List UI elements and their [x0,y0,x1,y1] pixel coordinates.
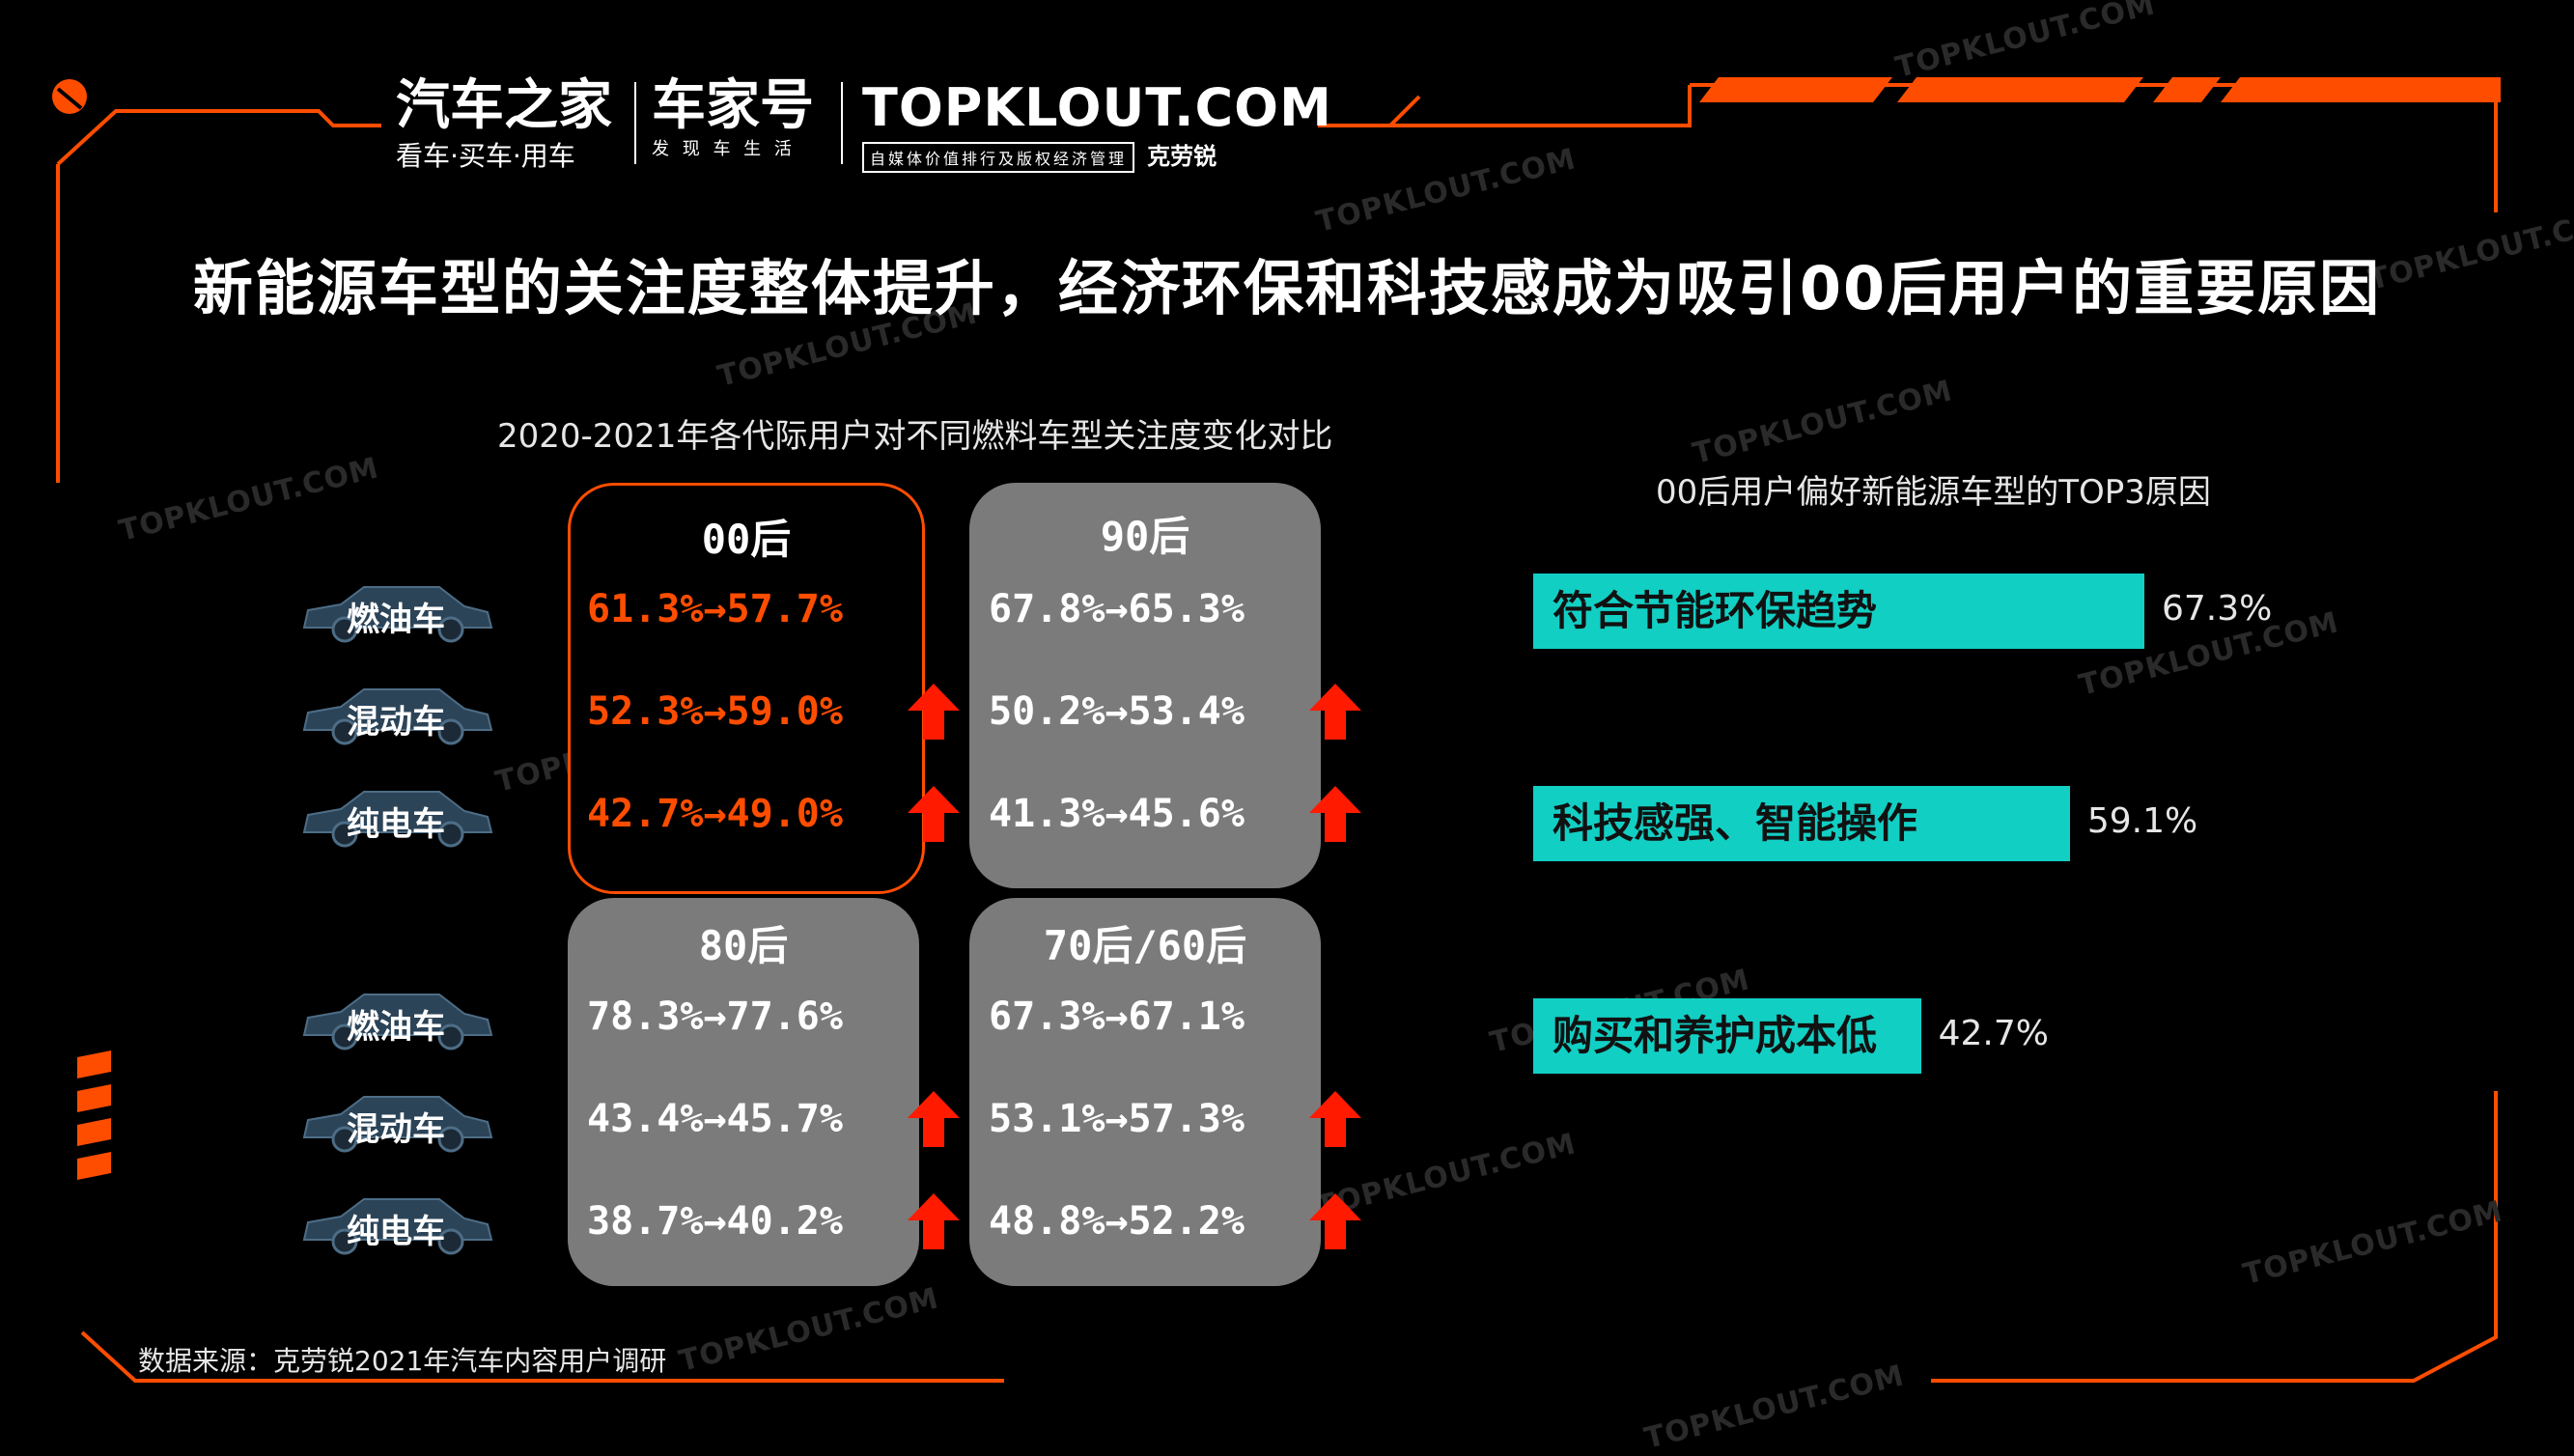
car-icon-hybrid: 混动车 [294,1087,497,1155]
car-icon-hybrid: 混动车 [294,680,497,747]
logo-chejiahao-text: 车家号 [652,74,814,137]
logo-chejiahao: 车家号 发 现 车 生 活 [652,77,814,160]
attention-change-value: 53.1%→57.3% [989,1097,1245,1141]
attention-change-value: 78.3%→77.6% [587,994,843,1039]
arrow-up-icon [1309,684,1361,740]
generation-card: 90后 [969,483,1321,888]
attention-change-value: 50.2%→53.4% [989,689,1245,734]
arrow-up-icon [908,1091,960,1147]
attention-change-value: 42.7%→49.0% [587,792,843,836]
car-label-fuel: 燃油车 [347,601,445,639]
car-label-electric: 纯电车 [347,805,445,844]
reason-bar: 科技感强、智能操作 [1533,786,2070,861]
arrow-up-icon [908,786,960,842]
logo-topklout: TOPKLOUT.COM 自媒体价值排行及版权经济管理 克劳锐 [862,77,1332,173]
arrow-up-icon [1309,786,1361,842]
reason-bar: 符合节能环保趋势 [1533,574,2144,649]
reason-bar-value: 67.3% [2162,589,2273,629]
logo-autohome-text: 汽车之家 [396,74,612,137]
car-icon-fuel: 燃油车 [294,577,497,645]
arrow-up-icon [908,1193,960,1249]
logo-topklout-cn: 克劳锐 [1147,143,1217,170]
generation-card-title: 90后 [1100,513,1190,560]
generation-card: 70后/60后 [969,898,1321,1286]
attention-change-value: 38.7%→40.2% [587,1199,843,1244]
attention-change-value: 61.3%→57.7% [587,587,843,631]
generation-card-title: 70后/60后 [1043,922,1247,969]
left-chart-subtitle: 2020-2021年各代际用户对不同燃料车型关注度变化对比 [497,417,1333,456]
logo-autohome-sub: 看车·买车·用车 [396,140,575,172]
generation-card: 00后 [568,483,925,894]
generation-card: 80后 [568,898,919,1286]
car-label-fuel: 燃油车 [347,1008,445,1047]
car-label-hybrid: 混动车 [347,703,445,742]
logo-autohome: 汽车之家 看车·买车·用车 [396,77,612,174]
logo-chejiahao-sub: 发 现 车 生 活 [652,139,796,159]
arrow-up-icon [908,684,960,740]
attention-change-value: 67.3%→67.1% [989,994,1245,1039]
car-label-hybrid: 混动车 [347,1110,445,1149]
car-icon-fuel: 燃油车 [294,985,497,1052]
generation-card-title: 80后 [698,922,789,969]
reason-bar-value: 59.1% [2086,801,2198,841]
arrow-up-icon [1309,1193,1361,1249]
attention-change-value: 67.8%→65.3% [989,587,1245,631]
attention-change-value: 52.3%→59.0% [587,689,843,734]
attention-change-value: 41.3%→45.6% [989,792,1245,836]
right-chart-subtitle: 00后用户偏好新能源车型的TOP3原因 [1656,473,2211,512]
data-source: 数据来源：克劳锐2021年汽车内容用户调研 [138,1345,667,1377]
car-icon-electric: 纯电车 [294,1190,497,1257]
reason-bar-value: 42.7% [1938,1014,2049,1053]
attention-change-value: 43.4%→45.7% [587,1097,843,1141]
arrow-up-icon [1309,1091,1361,1147]
reason-bar-label: 科技感强、智能操作 [1553,799,1918,847]
attention-change-value: 48.8%→52.2% [989,1199,1245,1244]
reasons-bar-chart: 符合节能环保趋势 67.3% 科技感强、智能操作 59.1% 购买和养护成本低 42.7% [1533,574,2402,1095]
logo-topklout-text: TOPKLOUT.COM [862,77,1332,138]
car-label-electric: 纯电车 [347,1213,445,1251]
reason-bar-label: 购买和养护成本低 [1553,1012,1878,1059]
reason-bar-label: 符合节能环保趋势 [1553,587,1878,634]
car-icon-electric: 纯电车 [294,782,497,850]
reason-bar: 购买和养护成本低 [1533,998,1921,1074]
page-title: 新能源车型的关注度整体提升，经济环保和科技感成为吸引00后用户的重要原因 [192,253,2382,323]
logo-topklout-sub: 自媒体价值排行及版权经济管理 [862,142,1135,173]
generation-card-title: 00后 [701,516,792,563]
